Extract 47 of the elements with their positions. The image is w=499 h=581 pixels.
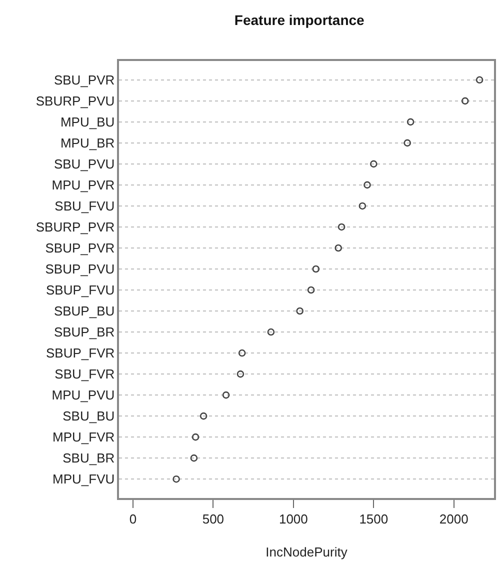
x-axis-title: IncNodePurity [266,544,348,560]
point [338,223,346,231]
y-tick-label: MPU_PVU [52,388,115,403]
y-tick-label: SBU_FVR [54,366,115,382]
y-tick-label: SBUP_FVU [46,282,115,298]
point [476,76,484,84]
point [296,307,304,315]
y-tick-label: SBUP_BU [54,304,115,319]
x-tick-label: 1500 [359,511,388,526]
y-tick-label: SBU_PVU [54,156,115,172]
y-tick-label: SBUP_PVR [45,240,115,256]
point [267,328,275,336]
x-tick-label: 500 [202,511,224,526]
y-tick-label: SBURP_PVU [36,93,115,108]
y-tick-label: SBU_FVU [54,198,115,214]
point [364,181,371,189]
y-tick-label: SBU_PVR [54,72,115,88]
x-tick-label: 1000 [278,511,308,526]
point [312,265,320,273]
chart-title: Feature importance [234,12,365,28]
y-tick-label: SBUP_FVR [46,346,115,361]
y-tick-label: SBUP_PVU [45,262,115,277]
y-tick-label: MPU_BU [60,114,115,130]
x-tick-label: 2000 [439,511,468,526]
point [190,454,198,462]
point [307,286,315,294]
y-tick-label: MPU_BR [60,135,115,150]
point [406,118,414,126]
point [238,349,246,357]
y-tick-label: SBU_BU [62,408,115,424]
point [200,412,208,420]
y-tick-label: SBU_BR [62,450,115,466]
y-tick-label: SBUP_BR [54,324,115,340]
point [404,139,411,147]
y-tick-label: MPU_PVR [52,178,115,193]
y-tick-label: SBURP_PVR [36,220,115,235]
point [222,391,230,399]
point [358,202,366,210]
point [370,160,378,168]
y-tick-label: MPU_FVU [52,472,115,487]
point [236,370,244,378]
x-tick-label: 0 [129,511,137,526]
point [334,244,342,252]
point [461,97,469,105]
point [172,475,180,483]
point [192,433,200,441]
y-tick-label: MPU_FVR [52,430,115,445]
